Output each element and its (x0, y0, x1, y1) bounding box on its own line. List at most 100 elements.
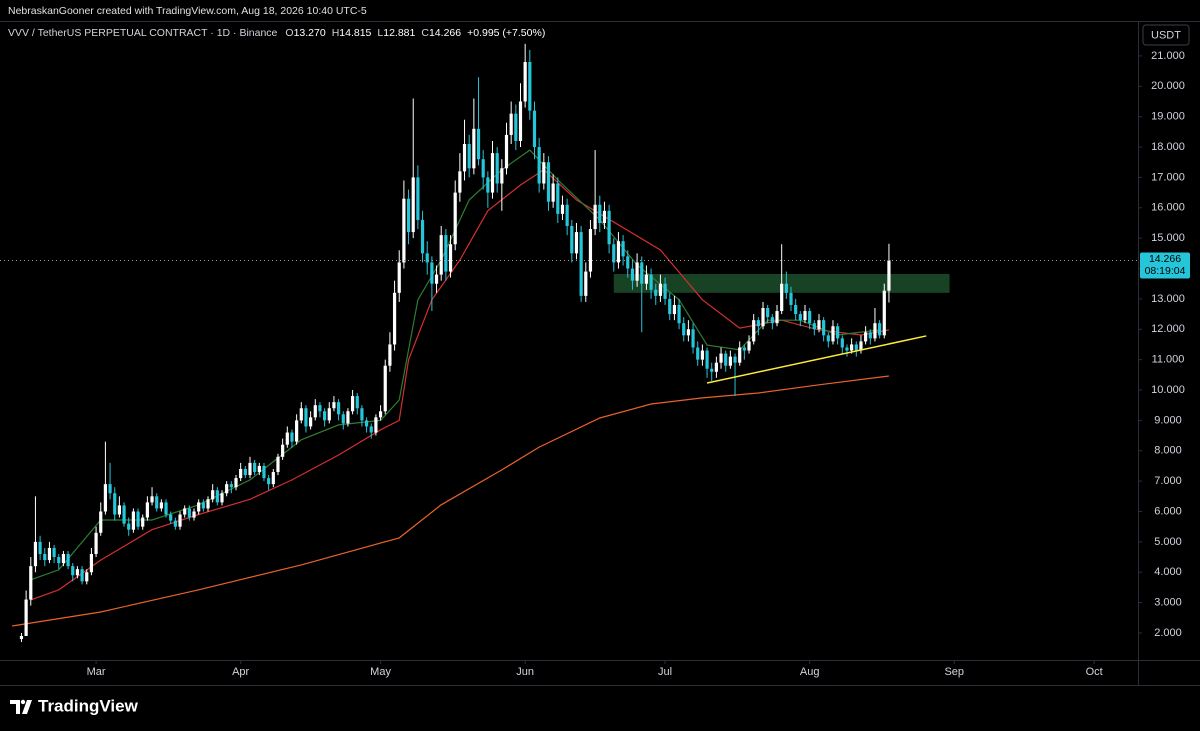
y-tick-label: 21.000 (1151, 50, 1185, 62)
candle-body (686, 329, 690, 336)
candle-body (416, 177, 420, 220)
candle-body (770, 317, 774, 324)
candle-body (89, 554, 94, 573)
candle-body (691, 329, 695, 348)
candle-body (868, 332, 872, 339)
candle-body (738, 347, 742, 363)
candle-body (145, 502, 149, 518)
candle-body (99, 511, 103, 533)
currency-button[interactable] (1142, 24, 1190, 46)
candle-body (602, 210, 607, 223)
y-tick-label: 8.000 (1154, 445, 1182, 457)
candle-body (402, 198, 406, 263)
candle-body (448, 244, 453, 272)
candle-body (598, 204, 602, 223)
y-tick-label: 4.000 (1154, 566, 1182, 578)
candle-body (803, 311, 807, 321)
candle-body (24, 599, 28, 637)
candle-body (612, 244, 616, 263)
candle-body (789, 292, 793, 305)
candle-body (211, 490, 215, 500)
candle-body (654, 289, 658, 296)
candle-body (388, 344, 392, 366)
candle-body (234, 478, 238, 488)
y-tick-label: 10.000 (1151, 384, 1185, 396)
candle-body (626, 256, 630, 269)
candle-body (248, 462, 252, 476)
y-tick-label: 6.000 (1154, 505, 1182, 517)
candle-body (57, 557, 61, 564)
candle-body (299, 408, 303, 421)
candle-body (136, 511, 140, 527)
candle-body (323, 411, 327, 421)
candle-body (117, 505, 121, 515)
legend-key: L (377, 27, 383, 39)
candle-body (840, 338, 844, 348)
candle-body (565, 204, 569, 227)
candle-body (551, 183, 555, 202)
candle-body (19, 636, 24, 640)
candle-body (546, 162, 551, 202)
legend-value: 12.881 (383, 27, 415, 39)
candle-body (61, 554, 66, 564)
candle-body (350, 396, 355, 412)
candle-body (155, 496, 159, 509)
candle-body (798, 314, 802, 321)
x-tick-label: Aug (800, 666, 820, 678)
candle-body (882, 290, 886, 336)
candle-body (859, 341, 863, 351)
candle-body (836, 326, 840, 339)
candle-body (887, 260, 891, 291)
candle-body (444, 235, 448, 272)
candle-body (761, 308, 765, 327)
candle-body (616, 241, 621, 263)
candle-body (728, 356, 732, 366)
moving-average (12, 375, 889, 627)
candle-body (630, 268, 635, 281)
y-tick-label: 11.000 (1152, 354, 1185, 366)
y-tick-label: 2.000 (1154, 627, 1182, 639)
candle-body (854, 344, 858, 351)
currency-label[interactable]: USDT (1151, 29, 1181, 41)
candle-body (467, 144, 471, 169)
candle-body (621, 241, 625, 257)
y-tick-label: 18.000 (1151, 141, 1185, 153)
candle-body (607, 210, 611, 245)
candle-body (192, 511, 196, 518)
candle-body (332, 402, 336, 409)
candle-body (514, 113, 518, 141)
candle-body (33, 541, 38, 567)
candle-body (635, 262, 639, 281)
candle-body (556, 183, 560, 214)
candle-body (355, 396, 359, 409)
candle-body (304, 408, 308, 427)
candle-body (206, 499, 210, 509)
candle-body (159, 502, 163, 509)
candle-body (141, 517, 145, 527)
countdown: 08:19:04 (1145, 265, 1186, 277)
candle-body (103, 484, 108, 512)
candle-body (71, 566, 75, 576)
y-tick-label: 15.000 (1151, 232, 1185, 244)
candle-body (197, 502, 201, 512)
legend-key: C (421, 27, 429, 39)
candle-body (341, 414, 345, 424)
candle-body (47, 547, 52, 561)
candle-body (94, 532, 98, 555)
brand-name: TradingView (38, 696, 139, 715)
candle-body (747, 341, 751, 351)
candle-body (75, 569, 80, 576)
watermark: NebraskanGooner created with TradingView… (8, 5, 367, 17)
candle-body (826, 335, 830, 342)
candle-body (271, 472, 275, 485)
candle-body (150, 496, 154, 503)
candle-body (127, 523, 131, 530)
candle-body (295, 420, 299, 442)
x-tick-label: Oct (1086, 666, 1103, 678)
candle-body (173, 520, 177, 527)
candle-body (85, 572, 89, 582)
legend-key: O (285, 27, 293, 39)
candle-body (766, 308, 770, 318)
symbol-title: VVV / TetherUS PERPETUAL CONTRACT · 1D ·… (8, 27, 278, 39)
